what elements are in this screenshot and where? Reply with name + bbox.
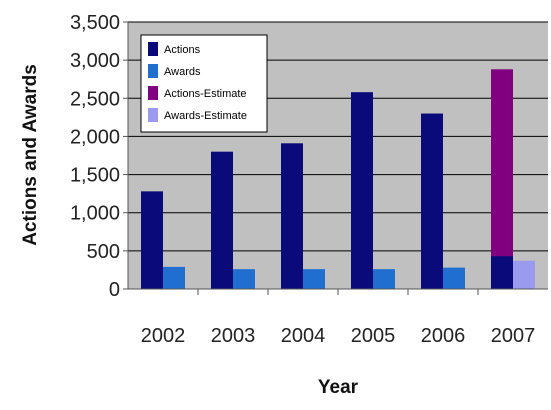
legend-swatch	[148, 64, 158, 78]
legend-swatch	[148, 108, 158, 122]
legend-label: Actions	[164, 44, 201, 56]
bar-awards	[303, 269, 325, 289]
legend-box	[140, 34, 268, 133]
legend-label: Awards-Estimate	[164, 110, 247, 122]
legend-swatch	[148, 86, 158, 100]
y-tick-label: 2,500	[70, 88, 120, 110]
bar-awards	[373, 269, 395, 289]
bar-actions	[281, 143, 303, 289]
x-tick-label: 2003	[211, 325, 256, 347]
y-tick-labels: 0 500 1,000 1,500 2,000 2,500 3,000 3,500	[70, 12, 128, 301]
bars	[141, 69, 535, 290]
bar-actions	[141, 191, 163, 289]
y-tick-label: 500	[87, 241, 120, 263]
y-tick-label: 1,000	[70, 203, 120, 225]
y-tick-label: 0	[109, 279, 120, 301]
gridlines	[128, 21, 548, 252]
x-tick-label: 2005	[351, 325, 396, 347]
y-tick-label: 1,500	[70, 165, 120, 187]
legend-swatch	[148, 42, 158, 56]
bar-actions-estimate	[491, 69, 513, 289]
bar-actions	[211, 151, 233, 289]
bar-actions	[491, 256, 513, 289]
y-tick-label: 2,000	[70, 126, 120, 148]
bar-awards-estimate	[513, 260, 535, 289]
y-tick-label: 3,500	[70, 12, 120, 34]
x-tick-label: 2006	[421, 325, 466, 347]
y-tick-label: 3,000	[70, 50, 120, 72]
bar-awards	[233, 269, 255, 289]
bar-actions	[421, 113, 443, 290]
x-tick-label: 2007	[491, 325, 536, 347]
bar-awards	[163, 266, 185, 289]
x-axis-title: Year	[318, 377, 359, 398]
y-axis-title: Actions and Awards	[20, 64, 41, 246]
bar-awards	[443, 267, 465, 289]
legend: Actions Awards Actions-Estimate Awards-Esti…	[140, 34, 268, 133]
x-tick-label: 2002	[141, 325, 186, 347]
x-tick-label: 2004	[281, 325, 326, 347]
x-tick-labels: 2002 2003 2004 2005 2006 2007	[141, 289, 536, 347]
bar-actions	[351, 92, 373, 289]
legend-label: Actions-Estimate	[164, 88, 247, 100]
legend-label: Awards	[164, 66, 201, 78]
